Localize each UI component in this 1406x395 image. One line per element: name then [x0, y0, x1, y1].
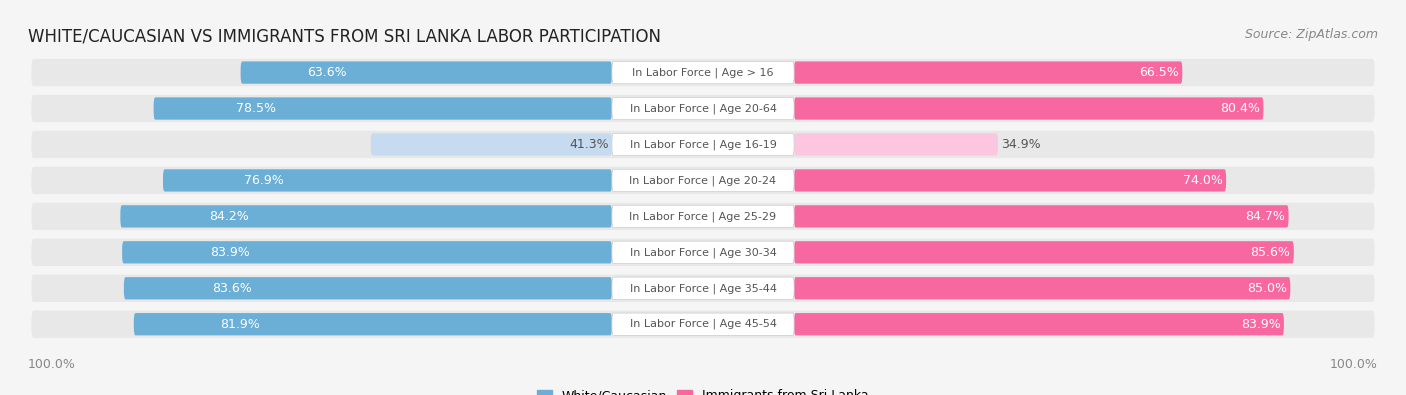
FancyBboxPatch shape	[612, 61, 794, 84]
FancyBboxPatch shape	[31, 131, 1375, 158]
FancyBboxPatch shape	[612, 98, 794, 120]
Text: In Labor Force | Age > 16: In Labor Force | Age > 16	[633, 67, 773, 78]
Text: In Labor Force | Age 35-44: In Labor Force | Age 35-44	[630, 283, 776, 293]
Text: 76.9%: 76.9%	[243, 174, 284, 187]
Text: 84.7%: 84.7%	[1246, 210, 1285, 223]
FancyBboxPatch shape	[122, 241, 612, 263]
Text: 83.9%: 83.9%	[1240, 318, 1281, 331]
Text: 78.5%: 78.5%	[236, 102, 276, 115]
Text: In Labor Force | Age 45-54: In Labor Force | Age 45-54	[630, 319, 776, 329]
FancyBboxPatch shape	[612, 277, 794, 299]
Text: WHITE/CAUCASIAN VS IMMIGRANTS FROM SRI LANKA LABOR PARTICIPATION: WHITE/CAUCASIAN VS IMMIGRANTS FROM SRI L…	[28, 28, 661, 46]
Text: In Labor Force | Age 20-64: In Labor Force | Age 20-64	[630, 103, 776, 114]
FancyBboxPatch shape	[153, 98, 612, 120]
Text: In Labor Force | Age 30-34: In Labor Force | Age 30-34	[630, 247, 776, 258]
FancyBboxPatch shape	[794, 313, 1284, 335]
Text: 74.0%: 74.0%	[1182, 174, 1223, 187]
FancyBboxPatch shape	[612, 134, 794, 156]
Text: In Labor Force | Age 16-19: In Labor Force | Age 16-19	[630, 139, 776, 150]
FancyBboxPatch shape	[794, 61, 1182, 84]
Text: 84.2%: 84.2%	[209, 210, 249, 223]
Text: 41.3%: 41.3%	[569, 138, 609, 151]
FancyBboxPatch shape	[612, 169, 794, 192]
Text: 83.9%: 83.9%	[211, 246, 250, 259]
Text: 85.0%: 85.0%	[1247, 282, 1286, 295]
FancyBboxPatch shape	[371, 134, 612, 156]
FancyBboxPatch shape	[612, 241, 794, 263]
FancyBboxPatch shape	[31, 275, 1375, 302]
FancyBboxPatch shape	[31, 95, 1375, 122]
FancyBboxPatch shape	[124, 277, 612, 299]
FancyBboxPatch shape	[794, 169, 1226, 192]
FancyBboxPatch shape	[794, 98, 1264, 120]
FancyBboxPatch shape	[794, 134, 998, 156]
Legend: White/Caucasian, Immigrants from Sri Lanka: White/Caucasian, Immigrants from Sri Lan…	[531, 384, 875, 395]
Text: 100.0%: 100.0%	[1330, 358, 1378, 371]
FancyBboxPatch shape	[31, 59, 1375, 86]
FancyBboxPatch shape	[134, 313, 612, 335]
Text: 83.6%: 83.6%	[212, 282, 252, 295]
Text: 66.5%: 66.5%	[1139, 66, 1180, 79]
FancyBboxPatch shape	[794, 277, 1291, 299]
FancyBboxPatch shape	[794, 241, 1294, 263]
FancyBboxPatch shape	[163, 169, 612, 192]
FancyBboxPatch shape	[121, 205, 612, 228]
Text: 63.6%: 63.6%	[308, 66, 347, 79]
Text: 80.4%: 80.4%	[1220, 102, 1260, 115]
FancyBboxPatch shape	[794, 205, 1288, 228]
Text: 81.9%: 81.9%	[219, 318, 260, 331]
Text: In Labor Force | Age 25-29: In Labor Force | Age 25-29	[630, 211, 776, 222]
Text: 85.6%: 85.6%	[1250, 246, 1291, 259]
FancyBboxPatch shape	[612, 313, 794, 335]
Text: 100.0%: 100.0%	[28, 358, 76, 371]
FancyBboxPatch shape	[31, 203, 1375, 230]
FancyBboxPatch shape	[31, 239, 1375, 266]
FancyBboxPatch shape	[31, 310, 1375, 338]
Text: Source: ZipAtlas.com: Source: ZipAtlas.com	[1244, 28, 1378, 41]
Text: In Labor Force | Age 20-24: In Labor Force | Age 20-24	[630, 175, 776, 186]
FancyBboxPatch shape	[31, 167, 1375, 194]
Text: 34.9%: 34.9%	[1001, 138, 1040, 151]
FancyBboxPatch shape	[240, 61, 612, 84]
FancyBboxPatch shape	[612, 205, 794, 228]
